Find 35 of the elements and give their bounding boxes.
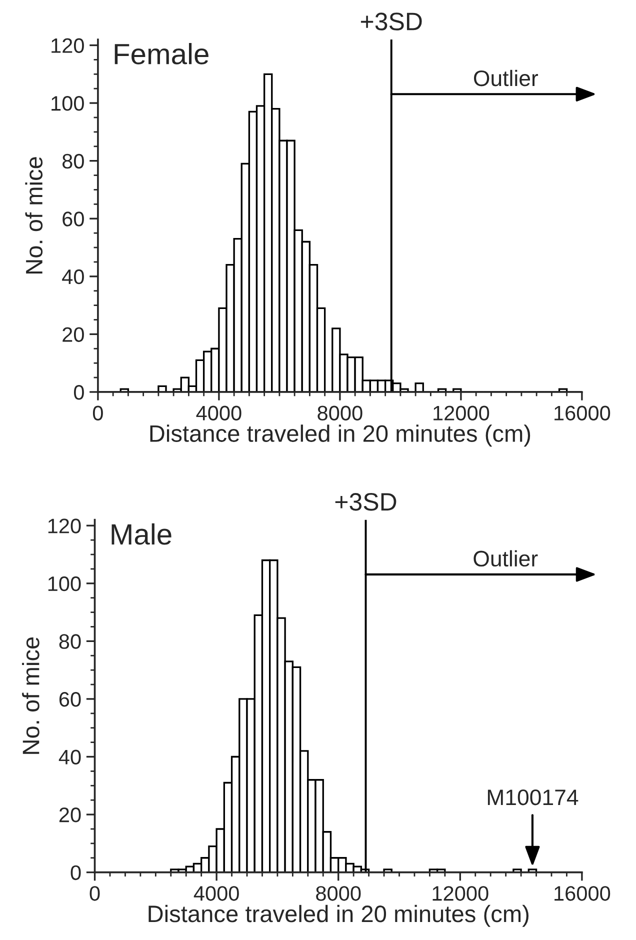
- y-tick-label: 80: [62, 154, 84, 169]
- y-tick-label: 0: [70, 865, 81, 880]
- y-tick-label: 40: [62, 269, 84, 284]
- x-tick-label: 4000: [196, 406, 242, 420]
- x-tick-label: 0: [92, 406, 103, 420]
- x-axis-title: Distance traveled in 20 minutes (cm): [148, 904, 528, 927]
- x-tick-label: 16000: [554, 886, 610, 901]
- y-axis-title: No. of mice: [22, 637, 40, 754]
- y-tick-label: 100: [48, 576, 81, 592]
- y-tick-label: 40: [58, 750, 81, 764]
- y-tick-label: 80: [59, 634, 81, 649]
- x-tick-label: 12000: [432, 886, 488, 901]
- chart-title: Male: [112, 523, 172, 545]
- x-tick-label: 4000: [194, 886, 239, 901]
- ref-line-label: +3SD: [360, 12, 422, 30]
- y-tick-label: 120: [52, 38, 84, 54]
- annotation: M100174: [488, 789, 578, 806]
- y-tick-label: 60: [62, 212, 84, 226]
- annotation: Outlier: [474, 70, 538, 86]
- y-tick-label: 100: [52, 96, 84, 111]
- x-axis-title: Distance traveled in 20 minutes (cm): [150, 424, 530, 447]
- y-tick-label: 20: [62, 327, 84, 342]
- x-tick-label: 0: [90, 886, 100, 901]
- y-tick-label: 20: [59, 808, 81, 822]
- x-tick-label: 12000: [434, 406, 490, 420]
- y-axis-title: No. of mice: [25, 157, 43, 274]
- x-tick-label: 8000: [316, 886, 361, 901]
- chart-title: Female: [114, 43, 208, 64]
- y-tick-label: 60: [59, 692, 81, 707]
- y-tick-label: 120: [48, 518, 81, 534]
- x-tick-label: 16000: [554, 406, 610, 420]
- annotation: Outlier: [474, 550, 538, 567]
- ref-line-label: +3SD: [335, 493, 396, 511]
- x-tick-label: 8000: [318, 406, 362, 420]
- y-tick-label: 0: [74, 384, 84, 400]
